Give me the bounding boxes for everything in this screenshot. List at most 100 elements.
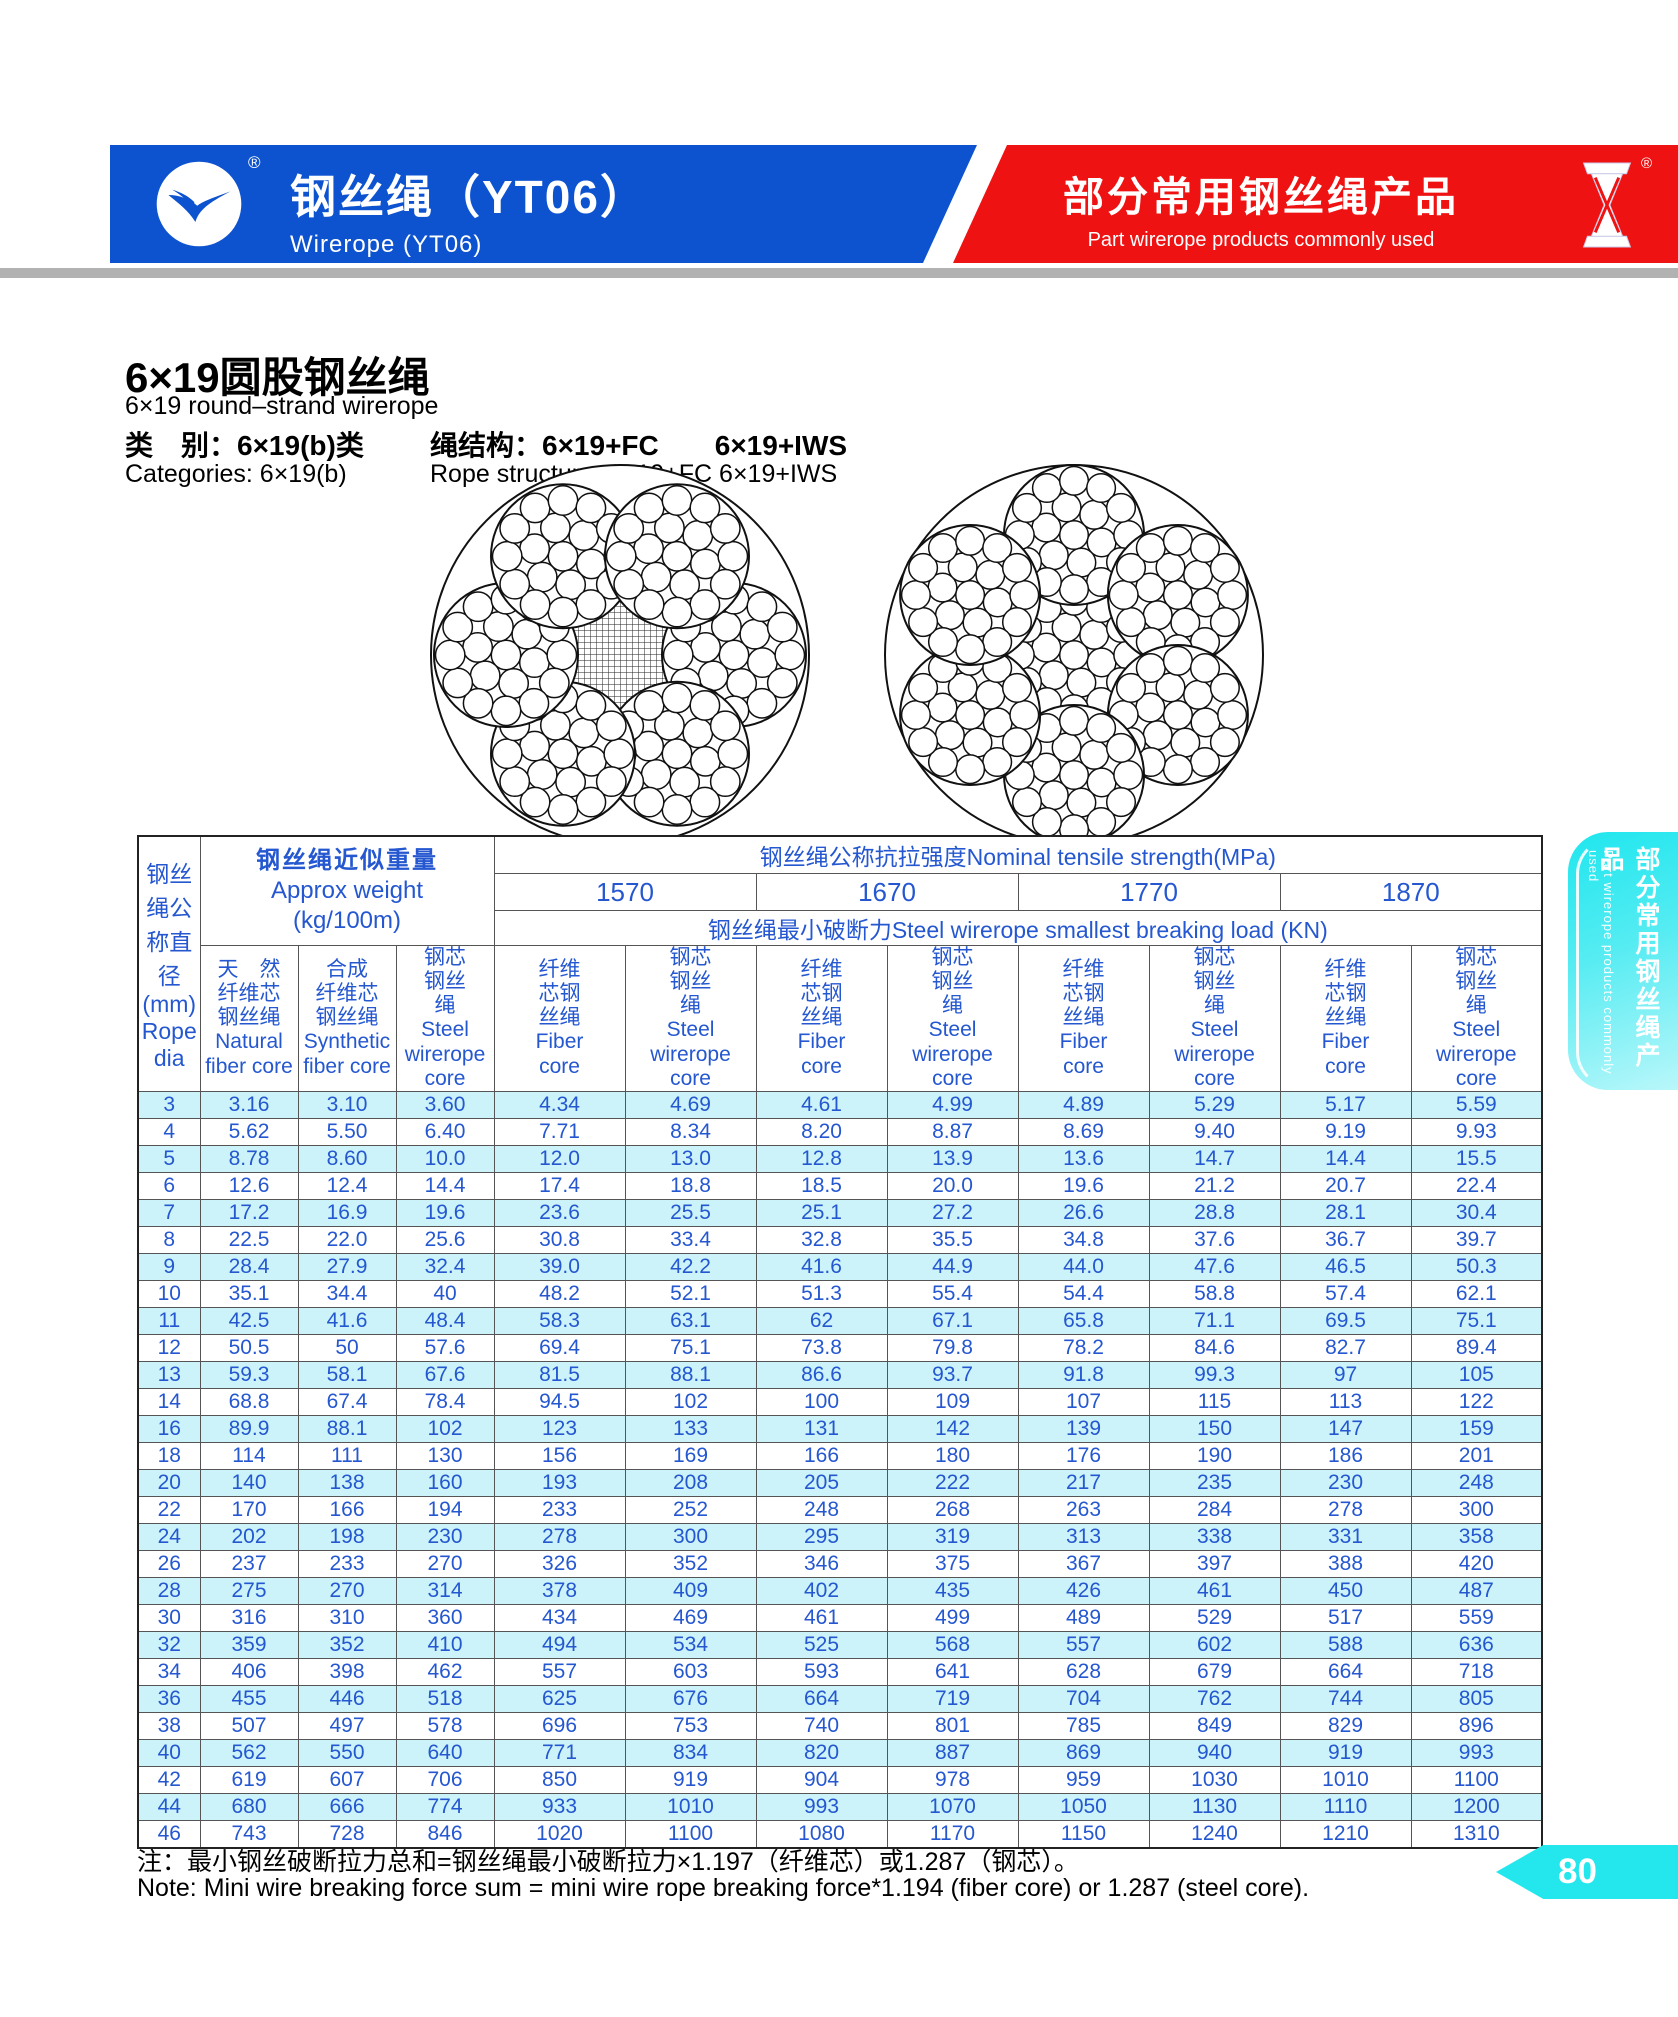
- table-cell: 850: [493, 1765, 626, 1794]
- col-header-fiber-core-1670: 纤维 芯钢 丝绳 Fiber core: [755, 945, 888, 1092]
- table-cell: 186: [1279, 1441, 1412, 1470]
- table-cell: 99.3: [1148, 1360, 1281, 1389]
- page-number-badge: 80: [1496, 1845, 1678, 1899]
- table-cell: 619: [199, 1765, 299, 1794]
- table-cell: 51.3: [755, 1279, 888, 1308]
- table-cell: 26.6: [1017, 1198, 1150, 1227]
- table-cell: 3: [137, 1090, 201, 1119]
- seagull-logo-icon: [156, 161, 242, 247]
- table-cell: 102: [395, 1414, 495, 1443]
- table-cell: 559: [1410, 1603, 1543, 1632]
- table-cell: 109: [886, 1387, 1019, 1416]
- table-cell: 13.9: [886, 1144, 1019, 1173]
- table-cell: 9.40: [1148, 1117, 1281, 1146]
- table-cell: 19.6: [395, 1198, 495, 1227]
- table-cell: 550: [297, 1738, 397, 1767]
- table-cell: 10.0: [395, 1144, 495, 1173]
- table-cell: 346: [755, 1549, 888, 1578]
- table-row: 12 50.5 50 57.6 69.4 75.1 73.8 79.8 78.2 84.6 82.7…: [137, 1333, 1543, 1362]
- table-cell: 81.5: [493, 1360, 626, 1389]
- table-row: 36 455 446 518 625 676 664 719 704 762 744 805: [137, 1684, 1543, 1713]
- table-cell: 97: [1279, 1360, 1412, 1389]
- table-cell: 978: [886, 1765, 1019, 1794]
- table-cell: 73.8: [755, 1333, 888, 1362]
- table-cell: 993: [755, 1792, 888, 1821]
- header-right-title: 部分常用钢丝绳产品: [1063, 174, 1459, 220]
- table-cell: 59.3: [199, 1360, 299, 1389]
- table-cell: 1100: [624, 1819, 757, 1849]
- table-cell: 42: [137, 1765, 201, 1794]
- table-cell: 11: [137, 1306, 201, 1335]
- table-cell: 1150: [1017, 1819, 1150, 1849]
- table-cell: 607: [297, 1765, 397, 1794]
- table-cell: 518: [395, 1684, 495, 1713]
- table-cell: 6: [137, 1171, 201, 1200]
- table-cell: 557: [493, 1657, 626, 1686]
- table-cell: 940: [1148, 1738, 1281, 1767]
- page-title-en: Wirerope (YT06): [290, 231, 483, 258]
- table-cell: 420: [1410, 1549, 1543, 1578]
- table-cell: 628: [1017, 1657, 1150, 1686]
- table-cell: 20.7: [1279, 1171, 1412, 1200]
- category-label-cn: 类 别：6×19(b)类: [125, 430, 364, 461]
- table-row: 44 680 666 774 933 1010 993 1070 1050 1130 1110 120…: [137, 1792, 1543, 1821]
- table-cell: 139: [1017, 1414, 1150, 1443]
- table-row: 6 12.6 12.4 14.4 17.4 18.8 18.5 20.0 19.6 21.2 20.…: [137, 1171, 1543, 1200]
- table-cell: 13.6: [1017, 1144, 1150, 1173]
- table-cell: 150: [1148, 1414, 1281, 1443]
- note-en: Note: Mini wire breaking force sum = min…: [137, 1874, 1310, 1902]
- table-cell: 8.69: [1017, 1117, 1150, 1146]
- table-cell: 718: [1410, 1657, 1543, 1686]
- table-cell: 295: [755, 1522, 888, 1551]
- table-cell: 166: [297, 1495, 397, 1524]
- table-cell: 100: [755, 1387, 888, 1416]
- table-cell: 217: [1017, 1468, 1150, 1497]
- table-cell: 1030: [1148, 1765, 1281, 1794]
- table-cell: 14.7: [1148, 1144, 1281, 1173]
- table-cell: 278: [493, 1522, 626, 1551]
- table-cell: 58.8: [1148, 1279, 1281, 1308]
- strength-1670: 1670: [755, 873, 1019, 911]
- table-row: 18 114 111 130 156 169 166 180 176 190 186 201: [137, 1441, 1543, 1470]
- table-cell: 88.1: [624, 1360, 757, 1389]
- header-divider-bar: [0, 268, 1678, 278]
- table-cell: 529: [1148, 1603, 1281, 1632]
- table-cell: 25.1: [755, 1198, 888, 1227]
- table-cell: 22.4: [1410, 1171, 1543, 1200]
- table-cell: 34: [137, 1657, 201, 1686]
- table-cell: 94.5: [493, 1387, 626, 1416]
- table-cell: 34.8: [1017, 1225, 1150, 1254]
- table-cell: 50.5: [199, 1333, 299, 1362]
- table-cell: 78.2: [1017, 1333, 1150, 1362]
- table-cell: 310: [297, 1603, 397, 1632]
- table-cell: 409: [624, 1576, 757, 1605]
- table-cell: 388: [1279, 1549, 1412, 1578]
- table-cell: 1100: [1410, 1765, 1543, 1794]
- table-cell: 32.4: [395, 1252, 495, 1281]
- table-cell: 138: [297, 1468, 397, 1497]
- table-cell: 13: [137, 1360, 201, 1389]
- table-cell: 679: [1148, 1657, 1281, 1686]
- table-cell: 12.6: [199, 1171, 299, 1200]
- table-cell: 180: [886, 1441, 1019, 1470]
- table-cell: 41.6: [297, 1306, 397, 1335]
- col-header-weight-group: 钢丝绳近似重量 Approx weight (kg/100m): [199, 835, 495, 946]
- header-blue-band: ® 钢丝绳（YT06） Wirerope (YT06): [110, 145, 977, 263]
- table-cell: 30: [137, 1603, 201, 1632]
- table-cell: 434: [493, 1603, 626, 1632]
- table-cell: 114: [199, 1441, 299, 1470]
- table-cell: 3.60: [395, 1090, 495, 1119]
- table-cell: 397: [1148, 1549, 1281, 1578]
- table-cell: 771: [493, 1738, 626, 1767]
- table-cell: 4.89: [1017, 1090, 1150, 1119]
- table-cell: 19.6: [1017, 1171, 1150, 1200]
- table-cell: 65.8: [1017, 1306, 1150, 1335]
- table-cell: 313: [1017, 1522, 1150, 1551]
- col-header-natural-core: 天 然 纤维芯 钢丝绳 Natural fiber core: [199, 945, 299, 1092]
- table-cell: 46.5: [1279, 1252, 1412, 1281]
- table-cell: 30.8: [493, 1225, 626, 1254]
- table-cell: 398: [297, 1657, 397, 1686]
- table-cell: 248: [1410, 1468, 1543, 1497]
- hourglass-logo-icon: [1582, 162, 1632, 248]
